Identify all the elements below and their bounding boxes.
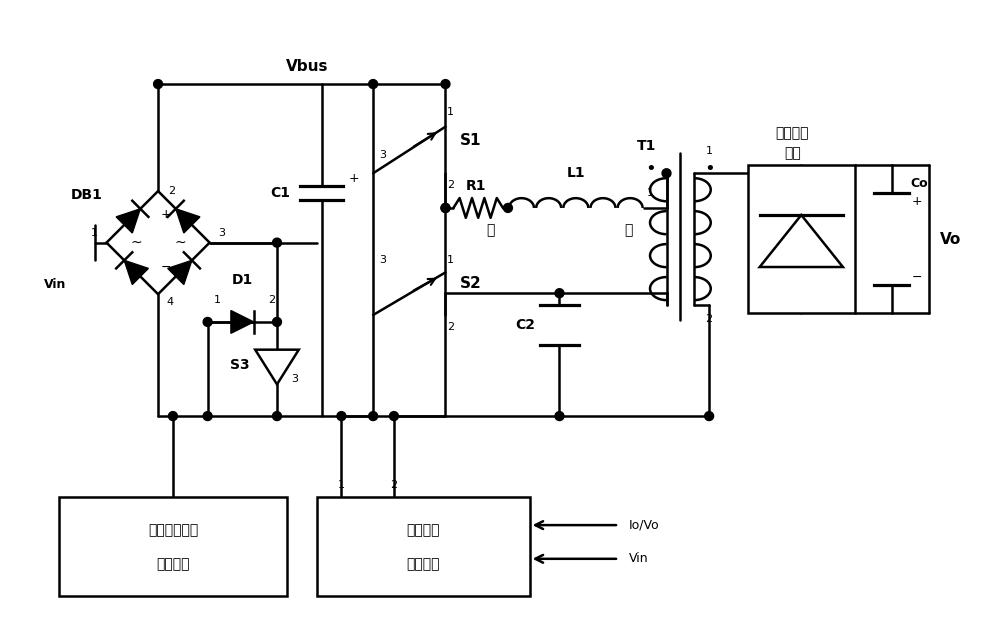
- Circle shape: [273, 411, 281, 421]
- Text: 1: 1: [706, 147, 713, 157]
- Text: +: +: [161, 208, 171, 221]
- Circle shape: [441, 80, 450, 88]
- Text: 1: 1: [214, 295, 221, 305]
- Text: S1: S1: [460, 132, 481, 147]
- Text: 2: 2: [390, 480, 398, 490]
- Circle shape: [662, 169, 671, 177]
- Text: L1: L1: [567, 166, 585, 180]
- Circle shape: [441, 204, 450, 213]
- Polygon shape: [124, 260, 148, 285]
- Polygon shape: [116, 209, 140, 233]
- Text: •: •: [705, 161, 715, 178]
- Text: D1: D1: [232, 273, 253, 287]
- FancyBboxPatch shape: [59, 497, 287, 596]
- Text: Vin: Vin: [44, 278, 66, 291]
- Text: R1: R1: [466, 179, 486, 193]
- Text: 功率因素校正: 功率因素校正: [148, 523, 198, 537]
- Text: 1: 1: [338, 480, 345, 490]
- Text: •: •: [645, 161, 656, 178]
- Text: Co: Co: [910, 177, 928, 189]
- Text: 3: 3: [380, 255, 387, 265]
- Text: 2: 2: [447, 322, 454, 332]
- Text: 2: 2: [706, 314, 713, 324]
- Text: Io/Vo: Io/Vo: [629, 519, 659, 532]
- Polygon shape: [231, 310, 254, 334]
- Text: 左: 左: [486, 223, 494, 237]
- FancyBboxPatch shape: [317, 497, 530, 596]
- Text: Vo: Vo: [940, 231, 962, 246]
- Circle shape: [154, 80, 163, 88]
- Circle shape: [369, 411, 378, 421]
- Text: 4: 4: [166, 297, 174, 307]
- Circle shape: [441, 204, 450, 213]
- Text: −: −: [161, 261, 171, 274]
- Text: S2: S2: [459, 277, 481, 292]
- Text: 电路: 电路: [784, 147, 801, 161]
- Circle shape: [555, 288, 564, 298]
- Text: +: +: [349, 172, 360, 185]
- Text: T1: T1: [637, 139, 656, 152]
- Text: 2: 2: [447, 180, 454, 190]
- Text: 3: 3: [291, 374, 298, 384]
- Text: 谐振控制: 谐振控制: [406, 523, 440, 537]
- Text: 2: 2: [168, 186, 175, 196]
- Circle shape: [389, 411, 398, 421]
- Circle shape: [273, 238, 281, 247]
- Circle shape: [203, 317, 212, 327]
- Text: 右: 右: [625, 223, 633, 237]
- Circle shape: [705, 411, 714, 421]
- Circle shape: [203, 411, 212, 421]
- Text: 控制电路: 控制电路: [156, 557, 190, 571]
- Polygon shape: [168, 260, 192, 285]
- Circle shape: [168, 411, 177, 421]
- Text: −: −: [912, 271, 923, 284]
- Polygon shape: [255, 350, 299, 384]
- Text: 2: 2: [268, 295, 276, 305]
- Text: DB1: DB1: [71, 188, 103, 202]
- Circle shape: [555, 411, 564, 421]
- Circle shape: [273, 317, 281, 327]
- Text: C1: C1: [270, 186, 290, 200]
- Circle shape: [503, 204, 512, 213]
- Text: 3: 3: [218, 228, 225, 238]
- Text: 驱动电路: 驱动电路: [406, 557, 440, 571]
- Circle shape: [337, 411, 346, 421]
- Text: ~: ~: [130, 236, 142, 250]
- Text: 1: 1: [91, 228, 98, 238]
- FancyBboxPatch shape: [748, 166, 855, 313]
- Text: 输出整流: 输出整流: [776, 127, 809, 140]
- Text: 1: 1: [447, 255, 454, 265]
- Text: 1: 1: [647, 188, 654, 198]
- Polygon shape: [176, 209, 200, 233]
- Text: Vin: Vin: [629, 552, 648, 566]
- Text: Vbus: Vbus: [285, 59, 328, 74]
- Text: C2: C2: [515, 318, 535, 332]
- Text: +: +: [912, 194, 923, 208]
- Text: 3: 3: [380, 150, 387, 161]
- Circle shape: [369, 80, 378, 88]
- Text: ~: ~: [174, 236, 186, 250]
- Polygon shape: [760, 215, 843, 267]
- Text: 1: 1: [447, 107, 454, 117]
- Text: S3: S3: [230, 357, 249, 372]
